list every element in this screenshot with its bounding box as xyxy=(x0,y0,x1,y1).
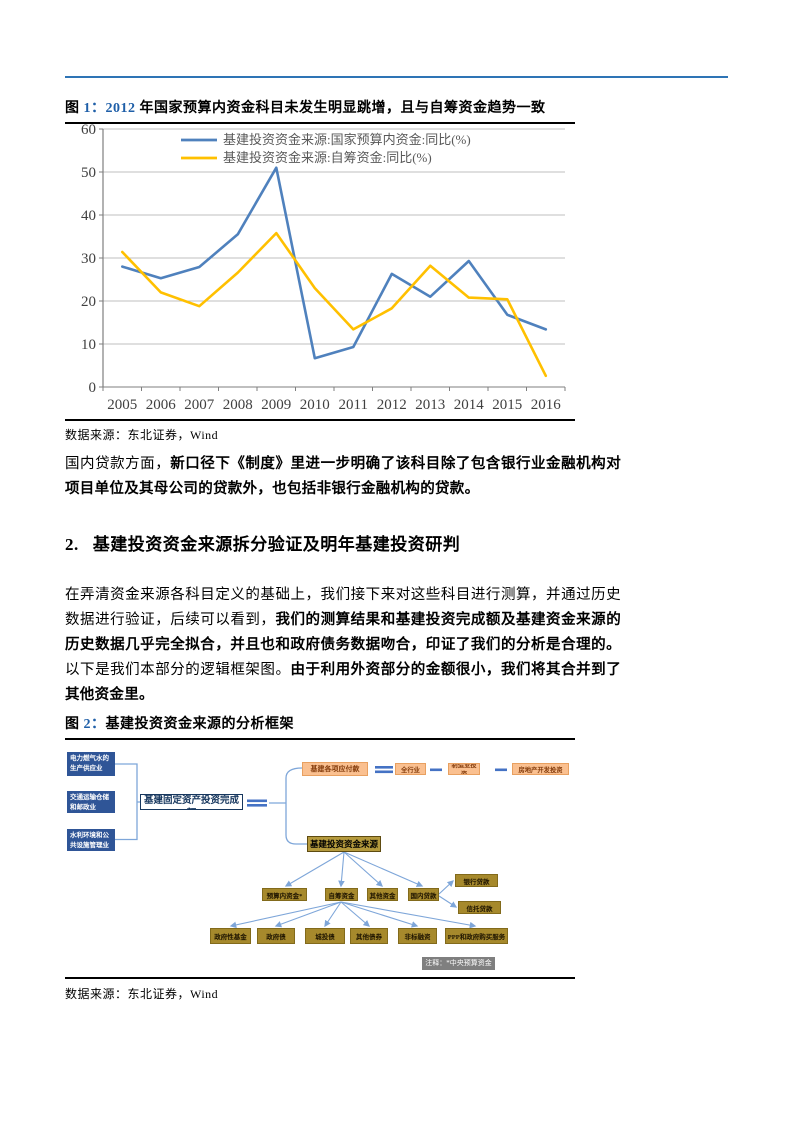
paragraph1-normal: 国内贷款方面， xyxy=(65,456,171,472)
x-tick-label: 2014 xyxy=(454,397,485,413)
paragraph1-bold: 新口径下《制度》里进一步明确了该科目除了包含银行业金融机构对项目单位及其母公司的… xyxy=(65,456,621,497)
paragraph2-seg1: 在弄清资金来源各科目定义的基础上，我们接下来对这些科目进行测算，并通过历史数据进… xyxy=(65,587,621,628)
x-tick-label: 2010 xyxy=(300,397,330,413)
paragraph-domestic-loans: 国内贷款方面，新口径下《制度》里进一步明确了该科目除了包含银行业金融机构对项目单… xyxy=(65,452,621,502)
diagram-node-ppp: PPP和政府购买服务 xyxy=(445,928,508,944)
paragraph2-seg2: 我们的测算结果和基建投资完成额及基建资金来源的历史数据几乎完全拟合，并且也和政府… xyxy=(65,612,621,653)
figure2-label: 图 xyxy=(65,717,80,732)
diagram-node-real-estate: 房地产开发投资 xyxy=(512,763,569,775)
x-tick-label: 2005 xyxy=(107,397,137,413)
diagram-node-payables: 基建各项应付款 xyxy=(302,762,368,776)
y-tick-label: 20 xyxy=(81,294,96,310)
diagram-node-budget-funds: 预算内资金* xyxy=(262,888,307,901)
figure1-source: 数据来源：东北证券，Wind xyxy=(65,428,219,442)
x-tick-label: 2015 xyxy=(492,397,522,413)
header-rule xyxy=(65,76,728,78)
series-line xyxy=(120,166,548,360)
figure2-title: 图 2：基建投资资金来源的分析框架 xyxy=(65,713,575,740)
paragraph2-seg3: 以下是我们本部分的逻辑框架图。 xyxy=(65,662,291,678)
figure2-number: 2： xyxy=(83,717,106,732)
x-tick-label: 2012 xyxy=(377,397,407,413)
figure2-bottom-rule xyxy=(65,977,575,979)
legend-label: 基建投资资金来源:自筹资金:同比(%) xyxy=(223,150,432,165)
x-tick-label: 2016 xyxy=(531,397,562,413)
figure1-number: 1： xyxy=(83,101,106,116)
diagram-node-nonstandard-financing: 非标融资 xyxy=(398,928,437,944)
figure2-title-text: 基建投资资金来源的分析框架 xyxy=(105,717,294,732)
diagram-node-gov-funds: 政府性基金 xyxy=(210,928,251,944)
diagram-node-urban-bonds: 城投债 xyxy=(305,928,345,944)
series-line xyxy=(120,231,548,378)
y-tick-label: 30 xyxy=(81,251,96,267)
y-tick-label: 10 xyxy=(81,337,96,353)
x-tick-label: 2013 xyxy=(415,397,445,413)
diagram-node-total-investment: 基建固定资产投资完成额 xyxy=(140,794,243,810)
figure1-title: 图 1：2012 年国家预算内资金科目未发生明显跳增，且与自筹资金趋势一致 xyxy=(65,97,575,124)
section2-title: 基建投资资金来源拆分验证及明年基建投资研判 xyxy=(92,535,461,554)
diagram-node-bank-loans: 银行贷款 xyxy=(455,874,498,887)
diagram-node-industry-transport: 交通运输仓储和邮政业 xyxy=(67,791,115,813)
x-tick-label: 2006 xyxy=(146,397,177,413)
diagram-node-funding-sources: 基建投资资金来源 xyxy=(307,836,381,852)
diagram-node-trust-loans: 信托贷款 xyxy=(458,901,501,914)
figure1-title-text: 年国家预算内资金科目未发生明显跳增，且与自筹资金趋势一致 xyxy=(135,101,546,116)
diagram-node-all-industry: 全行业 xyxy=(395,763,426,775)
x-tick-label: 2009 xyxy=(261,397,291,413)
figure1-label: 图 xyxy=(65,101,80,116)
paragraph-framework-intro: 在弄清资金来源各科目定义的基础上，我们接下来对这些科目进行测算，并通过历史数据进… xyxy=(65,583,621,708)
paragraph2-seg4: 由于利用外资部分的金额很小，我们将其合并到了其他资金里。 xyxy=(65,662,621,703)
diagram-node-other-funds: 其他资金 xyxy=(367,888,398,901)
diagram-node-gov-bonds: 政府债 xyxy=(257,928,295,944)
section2-heading: 2. 基建投资资金来源拆分验证及明年基建投资研判 xyxy=(65,530,685,555)
figure1-bottom-rule xyxy=(65,419,575,421)
diagram-node-domestic-loans: 国内贷款 xyxy=(408,888,439,901)
figure1-year: 2012 xyxy=(105,101,136,116)
section2-number: 2. xyxy=(65,535,79,554)
y-tick-label: 50 xyxy=(81,165,96,181)
diagram-node-industry-utilities: 电力燃气水的生产供应业 xyxy=(67,752,115,776)
figure2-framework-diagram: 电力燃气水的生产供应业 交通运输仓储和邮政业 水利环境和公共设施管理业 基建固定… xyxy=(65,742,595,975)
diagram-node-manufacturing: 制造业投资 xyxy=(448,763,480,775)
y-tick-label: 60 xyxy=(81,123,96,138)
x-tick-label: 2008 xyxy=(223,397,253,413)
figure1-line-chart: 0 10 20 30 40 50 60 2005 2006 2007 2008 2009 2010 201… xyxy=(81,123,566,413)
y-tick-label: 40 xyxy=(81,208,96,224)
figure2-source: 数据来源：东北证券，Wind xyxy=(65,987,219,1001)
x-tick-label: 2007 xyxy=(184,397,215,413)
diagram-footnote: 注释：*中央预算资金 xyxy=(422,957,495,970)
diagram-connector-lines xyxy=(115,763,507,929)
y-tick-label: 0 xyxy=(89,380,97,396)
diagram-node-self-raised: 自筹资金 xyxy=(325,888,358,901)
diagram-node-other-bonds: 其他债券 xyxy=(350,928,388,944)
legend-label: 基建投资资金来源:国家预算内资金:同比(%) xyxy=(223,132,471,147)
x-tick-label: 2011 xyxy=(339,397,368,413)
diagram-node-industry-water: 水利环境和公共设施管理业 xyxy=(67,829,115,851)
